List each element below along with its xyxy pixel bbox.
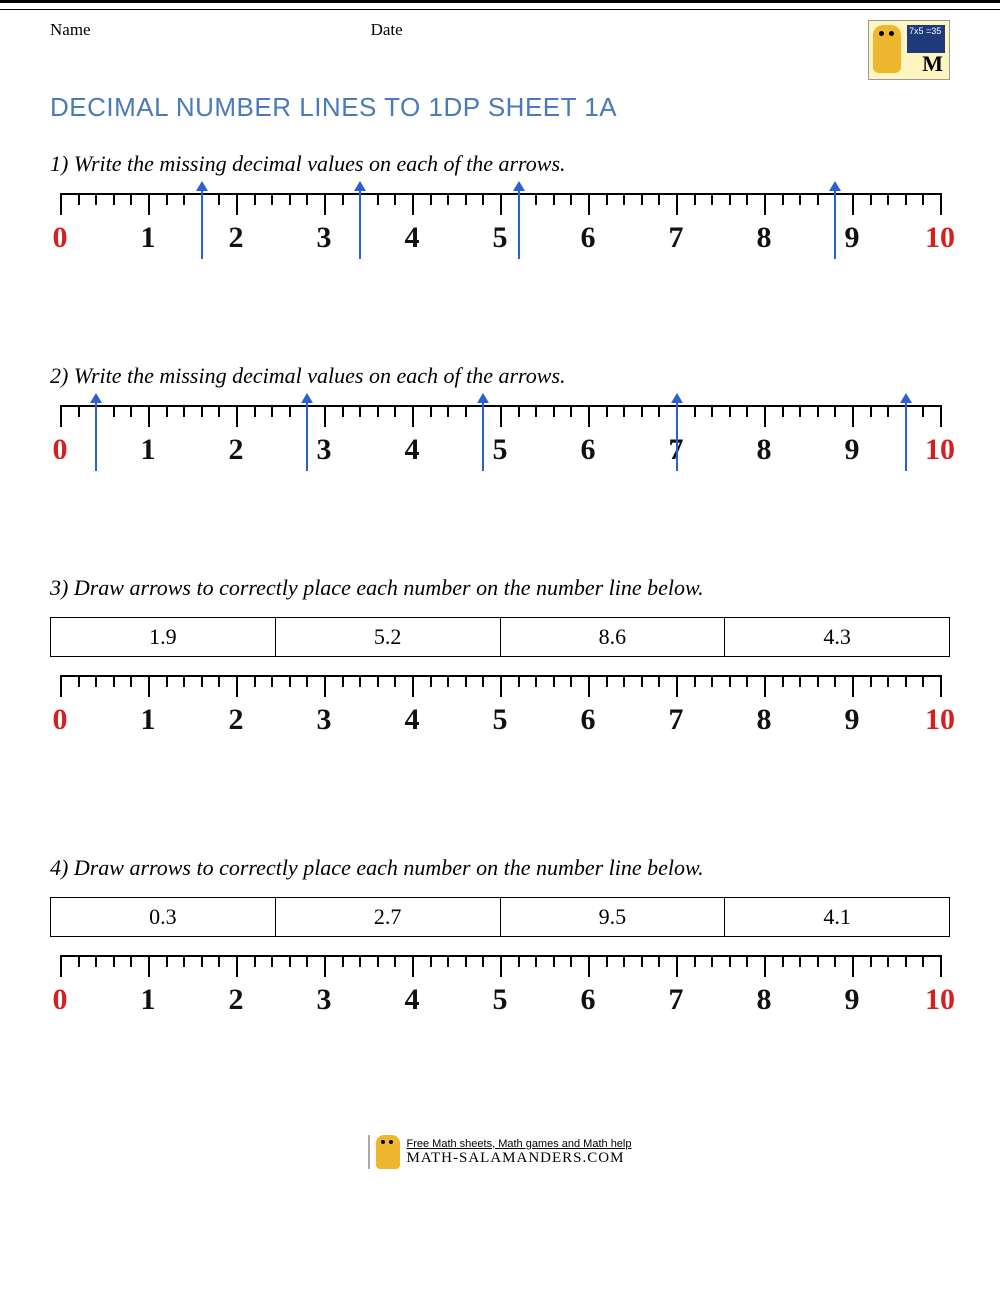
number-line: 012345678910 — [50, 675, 950, 785]
marker-arrow — [676, 403, 678, 471]
value-cell: 9.5 — [500, 898, 725, 937]
numline-label: 8 — [757, 983, 772, 1017]
brand-logo: 7x5 =35 M — [868, 20, 950, 80]
question-prompt: 3) Draw arrows to correctly place each n… — [50, 575, 950, 601]
numline-label: 10 — [925, 983, 955, 1017]
chalkboard-icon: 7x5 =35 — [907, 25, 945, 53]
question-block: 2) Write the missing decimal values on e… — [50, 363, 950, 515]
numline-label: 4 — [405, 703, 420, 737]
numline-label: 9 — [845, 433, 860, 467]
value-cell: 0.3 — [51, 898, 276, 937]
value-cell: 4.3 — [725, 618, 950, 657]
numline-label: 0 — [53, 433, 68, 467]
name-label: Name — [50, 20, 91, 40]
question-prompt: 4) Draw arrows to correctly place each n… — [50, 855, 950, 881]
numline-label: 2 — [229, 703, 244, 737]
numline-label: 1 — [141, 983, 156, 1017]
value-cell: 1.9 — [51, 618, 276, 657]
numline-label: 10 — [925, 221, 955, 255]
question-prompt: 2) Write the missing decimal values on e… — [50, 363, 950, 389]
value-cell: 5.2 — [275, 618, 500, 657]
numline-label: 3 — [317, 703, 332, 737]
values-table: 0.32.79.54.1 — [50, 897, 950, 937]
numline-label: 6 — [581, 221, 596, 255]
number-line: 012345678910 — [50, 405, 950, 515]
numline-label: 1 — [141, 703, 156, 737]
numline-label: 7 — [669, 703, 684, 737]
numline-label: 4 — [405, 221, 420, 255]
numline-label: 7 — [669, 221, 684, 255]
numline-label: 5 — [493, 433, 508, 467]
numline-label: 8 — [757, 433, 772, 467]
worksheet-title: DECIMAL NUMBER LINES TO 1DP SHEET 1A — [50, 92, 950, 123]
numline-label: 3 — [317, 433, 332, 467]
marker-arrow — [306, 403, 308, 471]
numline-label: 3 — [317, 983, 332, 1017]
numline-label: 3 — [317, 221, 332, 255]
salamander-icon — [873, 25, 901, 73]
numline-label: 10 — [925, 433, 955, 467]
number-line: 012345678910 — [50, 955, 950, 1065]
numline-label: 8 — [757, 703, 772, 737]
numline-label: 2 — [229, 433, 244, 467]
number-line: 012345678910 — [50, 193, 950, 303]
question-block: 4) Draw arrows to correctly place each n… — [50, 855, 950, 1065]
marker-arrow — [518, 191, 520, 259]
marker-arrow — [201, 191, 203, 259]
values-table: 1.95.28.64.3 — [50, 617, 950, 657]
value-cell: 8.6 — [500, 618, 725, 657]
numline-label: 9 — [845, 221, 860, 255]
top-rule — [0, 0, 1000, 10]
numline-label: 4 — [405, 983, 420, 1017]
logo-letter: M — [922, 51, 943, 77]
question-block: 1) Write the missing decimal values on e… — [50, 151, 950, 303]
header-row: Name Date 7x5 =35 M — [50, 20, 950, 80]
numline-label: 2 — [229, 983, 244, 1017]
marker-arrow — [95, 403, 97, 471]
numline-label: 8 — [757, 221, 772, 255]
footer: Free Math sheets, Math games and Math he… — [50, 1135, 950, 1174]
numline-label: 6 — [581, 983, 596, 1017]
numline-label: 0 — [53, 221, 68, 255]
numline-label: 1 — [141, 433, 156, 467]
numline-label: 5 — [493, 221, 508, 255]
numline-label: 7 — [669, 983, 684, 1017]
numline-label: 9 — [845, 983, 860, 1017]
footer-url: MATH-SALAMANDERS.COM — [406, 1150, 631, 1167]
marker-arrow — [834, 191, 836, 259]
footer-tagline: Free Math sheets, Math games and Math he… — [406, 1138, 631, 1150]
numline-label: 9 — [845, 703, 860, 737]
numline-label: 5 — [493, 703, 508, 737]
value-cell: 4.1 — [725, 898, 950, 937]
marker-arrow — [359, 191, 361, 259]
page-body: Name Date 7x5 =35 M DECIMAL NUMBER LINES… — [0, 20, 1000, 1204]
date-label: Date — [371, 20, 403, 40]
question-block: 3) Draw arrows to correctly place each n… — [50, 575, 950, 785]
numline-label: 2 — [229, 221, 244, 255]
numline-label: 5 — [493, 983, 508, 1017]
marker-arrow — [482, 403, 484, 471]
numline-label: 10 — [925, 703, 955, 737]
marker-arrow — [905, 403, 907, 471]
salamander-icon — [376, 1135, 400, 1169]
question-prompt: 1) Write the missing decimal values on e… — [50, 151, 950, 177]
numline-label: 6 — [581, 703, 596, 737]
numline-label: 0 — [53, 703, 68, 737]
numline-label: 1 — [141, 221, 156, 255]
numline-label: 4 — [405, 433, 420, 467]
value-cell: 2.7 — [275, 898, 500, 937]
numline-label: 6 — [581, 433, 596, 467]
numline-label: 0 — [53, 983, 68, 1017]
